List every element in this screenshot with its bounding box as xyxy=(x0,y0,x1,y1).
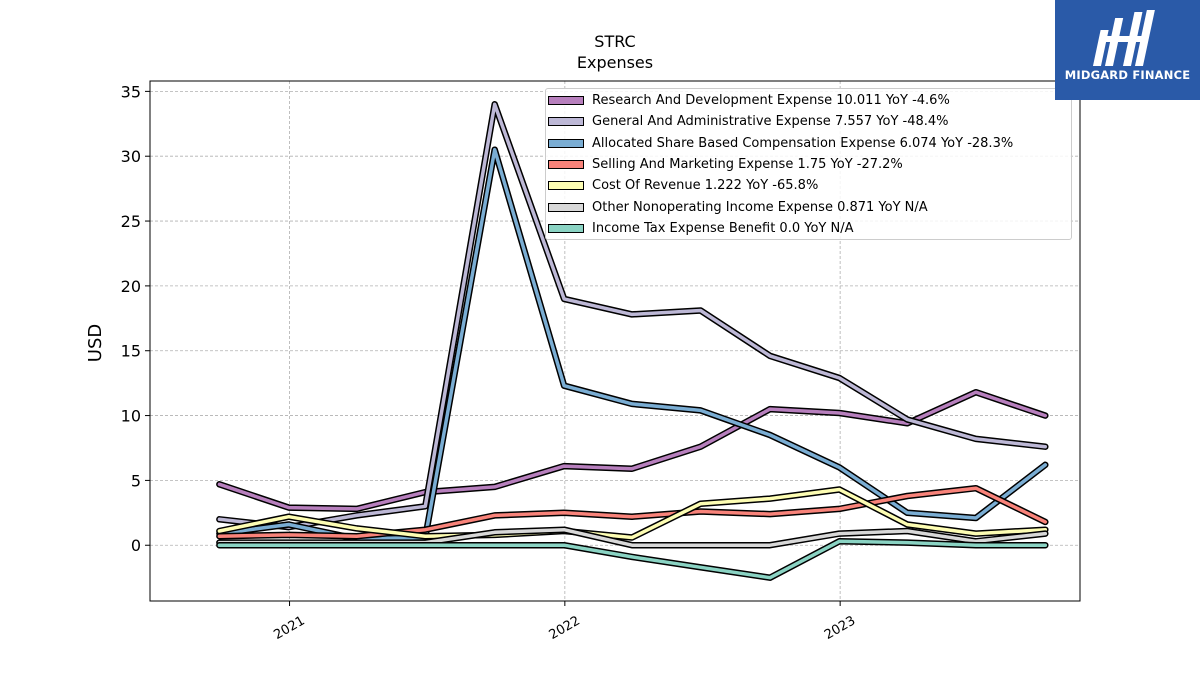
y-tick-label: 5 xyxy=(131,471,141,490)
chart-subtitle: Expenses xyxy=(577,53,653,72)
legend-label: General And Administrative Expense 7.557… xyxy=(592,114,949,130)
chart-title: STRC xyxy=(594,32,635,51)
legend: Research And Development Expense 10.011 … xyxy=(545,88,1072,240)
legend-swatch xyxy=(548,202,584,212)
legend-item: Allocated Share Based Compensation Expen… xyxy=(546,134,1071,155)
midgard-finance-logo: MIDGARD FINANCE xyxy=(1055,0,1200,100)
legend-item: Cost Of Revenue 1.222 YoY -65.8% xyxy=(546,176,1071,197)
legend-label: Income Tax Expense Benefit 0.0 YoY N/A xyxy=(592,220,854,236)
series-stroke xyxy=(217,539,1048,580)
legend-label: Other Nonoperating Income Expense 0.871 … xyxy=(592,199,928,215)
legend-item: Selling And Marketing Expense 1.75 YoY -… xyxy=(546,155,1071,176)
series-line xyxy=(216,484,1049,540)
y-tick-label: 0 xyxy=(131,536,141,555)
y-axis-label: USD xyxy=(85,324,106,362)
legend-item: General And Administrative Expense 7.557… xyxy=(546,112,1071,133)
legend-label: Cost Of Revenue 1.222 YoY -65.8% xyxy=(592,178,819,194)
series-layer xyxy=(216,101,1049,581)
series-line xyxy=(216,101,1049,531)
y-tick-label: 25 xyxy=(121,212,141,231)
plot-frame xyxy=(149,80,1081,602)
legend-swatch xyxy=(548,138,584,148)
series-line xyxy=(216,538,1049,581)
legend-label: Selling And Marketing Expense 1.75 YoY -… xyxy=(592,156,903,172)
legend-swatch xyxy=(548,181,584,191)
logo-mark-icon xyxy=(1092,10,1155,66)
y-tick-label: 30 xyxy=(121,147,141,166)
series-stroke xyxy=(217,102,1048,529)
legend-swatch xyxy=(548,223,584,233)
legend-label: Research And Development Expense 10.011 … xyxy=(592,93,950,108)
series-stroke xyxy=(217,390,1048,511)
x-tick-label: 2022 xyxy=(547,613,583,643)
series-line xyxy=(216,388,1049,513)
legend-item: Other Nonoperating Income Expense 0.871 … xyxy=(546,198,1071,219)
y-tick-label: 20 xyxy=(121,277,141,296)
series-stroke xyxy=(217,487,1048,540)
series-stroke xyxy=(217,486,1048,538)
legend-item: Income Tax Expense Benefit 0.0 YoY N/A xyxy=(546,219,1071,240)
legend-swatch xyxy=(548,96,584,105)
x-tick-label: 2021 xyxy=(271,613,307,643)
legend-label: Allocated Share Based Compensation Expen… xyxy=(592,135,1014,151)
y-tick-label: 15 xyxy=(121,342,141,361)
x-tick-label: 2023 xyxy=(822,613,858,643)
legend-swatch xyxy=(548,117,584,127)
series-line xyxy=(216,486,1049,541)
x-axis: 2021 2022 2023 xyxy=(271,601,858,643)
y-tick-label: 35 xyxy=(121,82,141,101)
logo-text: MIDGARD FINANCE xyxy=(1064,68,1191,82)
y-axis: 0 5 10 15 20 25 30 35 xyxy=(121,82,150,555)
legend-swatch xyxy=(548,159,584,169)
legend-item: Research And Development Expense 10.011 … xyxy=(546,91,1071,112)
y-tick-label: 10 xyxy=(121,407,141,426)
